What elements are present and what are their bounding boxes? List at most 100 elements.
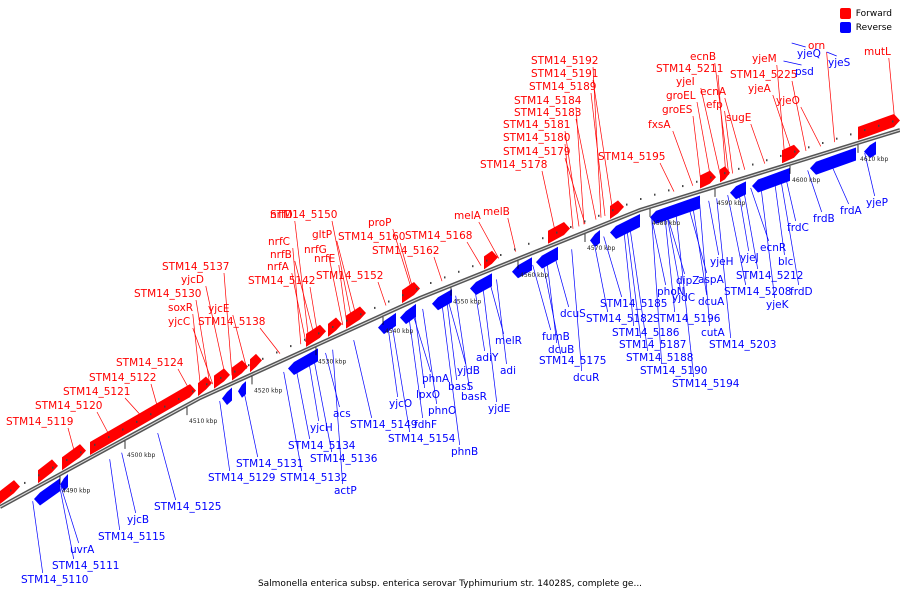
reverse-gene-label[interactable]: yjdB xyxy=(457,365,480,377)
legend-forward[interactable]: Forward xyxy=(839,8,892,19)
forward-gene-arrow[interactable] xyxy=(0,480,20,504)
reverse-gene-arrow[interactable] xyxy=(60,473,68,492)
reverse-gene-label[interactable]: STM14_5134 xyxy=(288,440,356,452)
reverse-gene-label[interactable]: dcuB xyxy=(548,344,574,356)
reverse-gene-label[interactable]: ecnR xyxy=(760,242,786,254)
forward-gene-label[interactable]: STM14_5179 xyxy=(503,146,570,158)
reverse-gene-label[interactable]: dcuS xyxy=(560,308,586,320)
forward-gene-arrow[interactable] xyxy=(548,222,570,244)
reverse-gene-label[interactable]: yjeQ xyxy=(797,48,821,60)
reverse-gene-arrow[interactable] xyxy=(610,214,640,239)
reverse-gene-label[interactable]: yjdE xyxy=(488,403,510,415)
forward-gene-label[interactable]: STM14_5122 xyxy=(89,372,156,384)
forward-gene-label[interactable]: soxR xyxy=(168,302,193,314)
reverse-gene-label[interactable]: STM14_5129 xyxy=(208,472,275,484)
forward-gene-label[interactable]: STM14_5150 xyxy=(270,209,337,221)
forward-gene-label[interactable]: STM14_5181 xyxy=(503,119,570,131)
legend-reverse[interactable]: Reverse xyxy=(839,22,892,33)
reverse-gene-label[interactable]: STM14_5136 xyxy=(310,453,378,465)
forward-gene-label[interactable]: yjcD xyxy=(181,274,204,286)
reverse-gene-label[interactable]: STM14_5154 xyxy=(388,433,456,445)
reverse-gene-arrow[interactable] xyxy=(650,195,700,224)
reverse-gene-label[interactable]: aspA xyxy=(698,274,725,286)
forward-gene-arrow[interactable] xyxy=(484,250,498,270)
reverse-gene-label[interactable]: dipZ xyxy=(676,275,699,287)
reverse-gene-label[interactable]: yjeS xyxy=(828,57,851,69)
forward-gene-label[interactable]: orn xyxy=(808,40,825,52)
reverse-gene-label[interactable]: yjcO xyxy=(389,398,412,410)
forward-gene-arrow[interactable] xyxy=(700,170,716,189)
reverse-gene-label[interactable]: STM14_5185 xyxy=(600,298,667,310)
forward-gene-arrow[interactable] xyxy=(250,353,262,373)
forward-gene-label[interactable]: yjcC xyxy=(168,316,190,328)
forward-gene-label[interactable]: nrfA xyxy=(267,261,290,273)
reverse-gene-label[interactable]: adi xyxy=(500,365,516,377)
reverse-gene-label[interactable]: frdB xyxy=(813,213,835,225)
reverse-gene-label[interactable]: adiY xyxy=(476,352,499,364)
forward-gene-label[interactable]: STM14_5162 xyxy=(372,245,439,257)
forward-gene-label[interactable]: STM14_5211 xyxy=(656,63,723,75)
reverse-gene-label[interactable]: frdD xyxy=(790,286,813,298)
reverse-gene-label[interactable]: fdhF xyxy=(414,419,437,431)
reverse-gene-label[interactable]: STM14_5212 xyxy=(736,270,803,282)
forward-gene-arrow[interactable] xyxy=(346,306,366,329)
forward-gene-label[interactable]: fxsA xyxy=(648,119,671,131)
forward-gene-arrow[interactable] xyxy=(610,200,624,219)
forward-gene-label[interactable]: nrfG xyxy=(304,244,327,256)
reverse-gene-label[interactable]: STM14_5208 xyxy=(724,286,791,298)
reverse-gene-label[interactable]: STM14_5115 xyxy=(98,531,165,543)
forward-gene-label[interactable]: nrfD xyxy=(270,209,293,221)
reverse-gene-label[interactable]: fumB xyxy=(542,331,570,343)
forward-gene-label[interactable]: efp xyxy=(706,99,723,111)
forward-gene-label[interactable]: gltP xyxy=(312,229,332,241)
reverse-gene-label[interactable]: yjeH xyxy=(710,256,734,268)
forward-gene-label[interactable]: STM14_5180 xyxy=(503,132,570,144)
forward-gene-label[interactable]: yjcE xyxy=(208,303,230,315)
reverse-gene-arrow[interactable] xyxy=(378,312,396,335)
forward-gene-arrow[interactable] xyxy=(306,324,326,347)
reverse-gene-label[interactable]: yjeP xyxy=(866,197,888,209)
reverse-gene-label[interactable]: melR xyxy=(495,335,522,347)
forward-gene-label[interactable]: yjeO xyxy=(776,95,800,107)
forward-gene-label[interactable]: STM14_5152 xyxy=(316,270,383,282)
reverse-gene-label[interactable]: uvrA xyxy=(70,544,95,556)
reverse-gene-arrow[interactable] xyxy=(288,348,318,375)
forward-gene-label[interactable]: mutL xyxy=(864,46,891,58)
forward-gene-arrow[interactable] xyxy=(38,459,58,484)
reverse-gene-label[interactable]: STM14_5194 xyxy=(672,378,740,390)
reverse-gene-label[interactable]: dcuA xyxy=(698,296,725,308)
forward-gene-label[interactable]: STM14_5178 xyxy=(480,159,547,171)
forward-gene-label[interactable]: ecnA xyxy=(700,86,727,98)
reverse-gene-arrow[interactable] xyxy=(752,167,790,193)
reverse-gene-label[interactable]: yjeK xyxy=(766,299,790,311)
reverse-gene-label[interactable]: yjdC xyxy=(672,292,695,304)
reverse-gene-label[interactable]: cutA xyxy=(701,327,726,339)
forward-gene-arrow[interactable] xyxy=(198,376,212,397)
forward-gene-label[interactable]: STM14_5189 xyxy=(529,81,596,93)
reverse-gene-label[interactable]: STM14_5188 xyxy=(626,352,693,364)
reverse-gene-label[interactable]: basS xyxy=(448,381,474,393)
forward-gene-label[interactable]: nrfB xyxy=(270,249,292,261)
reverse-gene-label[interactable]: STM14_5149 xyxy=(350,419,417,431)
reverse-gene-label[interactable]: blc xyxy=(778,256,794,268)
reverse-gene-label[interactable]: frdA xyxy=(840,205,862,217)
reverse-gene-label[interactable]: STM14_5203 xyxy=(709,339,776,351)
forward-gene-label[interactable]: STM14_5192 xyxy=(531,55,598,67)
reverse-gene-arrow[interactable] xyxy=(222,387,232,405)
forward-gene-label[interactable]: STM14_5142 xyxy=(248,275,315,287)
reverse-gene-label[interactable]: frdC xyxy=(787,222,809,234)
forward-gene-label[interactable]: STM14_5121 xyxy=(63,386,130,398)
forward-gene-arrow[interactable] xyxy=(232,360,248,381)
reverse-gene-label[interactable]: yjcH xyxy=(310,422,333,434)
forward-gene-label[interactable]: nrfE xyxy=(314,253,335,265)
forward-gene-label[interactable]: STM14_5120 xyxy=(35,400,102,412)
forward-gene-arrow[interactable] xyxy=(90,384,196,455)
reverse-gene-arrow[interactable] xyxy=(238,381,246,398)
reverse-gene-label[interactable]: STM14_5131 xyxy=(236,458,303,470)
forward-gene-label[interactable]: STM14_5168 xyxy=(405,230,472,242)
forward-gene-label[interactable]: STM14_5138 xyxy=(198,316,265,328)
reverse-gene-label[interactable]: STM14_5132 xyxy=(280,472,347,484)
reverse-gene-label[interactable]: acs xyxy=(333,408,351,420)
reverse-gene-label[interactable]: yjcB xyxy=(127,514,149,526)
forward-gene-label[interactable]: STM14_5195 xyxy=(598,151,665,163)
